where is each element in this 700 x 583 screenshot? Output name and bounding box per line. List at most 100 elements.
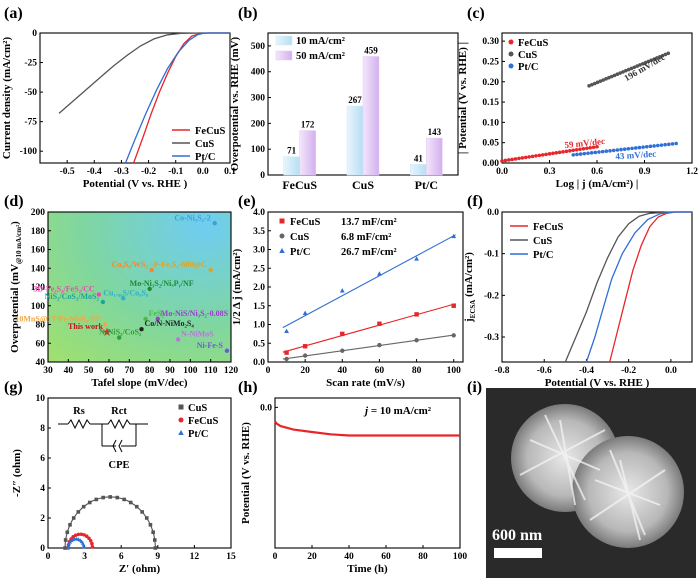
panel-d-ytick-label: 40 xyxy=(36,358,46,368)
panel-c-point xyxy=(575,152,579,157)
panel-f-curve xyxy=(585,211,692,363)
panel-d-xtick-label: 70 xyxy=(125,366,135,376)
panel-c-slope-label: 59 mV/dec xyxy=(564,136,606,150)
panel-d-ytick-label: 100 xyxy=(31,302,46,312)
panel-g-point xyxy=(144,516,149,520)
panel-c-point xyxy=(635,64,639,68)
panel-h-annotation: j = 10 mA/cm² xyxy=(363,405,432,417)
panel-g-legend-marker xyxy=(178,417,184,423)
panel-c-point xyxy=(641,61,645,66)
panel-c-ytick-label: 0.10 xyxy=(482,118,499,128)
panel-d-point-label: This work xyxy=(68,322,103,331)
panel-e-point xyxy=(340,348,345,353)
panel-a-curve-cus xyxy=(58,32,230,114)
panel-d-point-label: 3D-Fe₃S₄/FeS₂/CC xyxy=(33,285,95,294)
panel-e-point xyxy=(377,321,382,326)
panel-g-point xyxy=(90,545,95,549)
panel-c-point xyxy=(670,142,675,146)
panel-e-legend-marker xyxy=(279,248,285,253)
panel-g-point xyxy=(134,504,139,509)
panel-e-ytick-label: 2.5 xyxy=(253,264,265,274)
panel-e-fit-line xyxy=(282,303,456,353)
panel-g-point xyxy=(81,545,86,549)
panel-c-point xyxy=(537,153,542,158)
panel-h-xlabel: Time (h) xyxy=(347,563,388,575)
panel-d-ytick-label: 180 xyxy=(31,227,46,237)
panel-c-point xyxy=(510,157,514,162)
panel-c-legend-label: CuS xyxy=(518,50,537,61)
panel-a-legend-label: FeCuS xyxy=(195,126,225,137)
panel-c-point xyxy=(551,151,555,156)
panel-c-point xyxy=(587,84,591,88)
panel-f-xtick-label: -0.6 xyxy=(537,366,552,376)
panel-d-point-label: Mo-Ni₃S₂/NiₓPᵧ/NF xyxy=(130,279,194,288)
circuit-label-rs: Rs xyxy=(73,406,85,417)
panel-h-xtick-label: 0 xyxy=(273,552,278,562)
panel-b-ytick-label: 400 xyxy=(251,68,266,78)
panel-c-point xyxy=(615,72,620,77)
panel-a-curve-ptc xyxy=(124,32,230,164)
panel-f-curve xyxy=(609,211,692,363)
panel-label-c: (c) xyxy=(467,5,485,22)
panel-d-xtick-label: 80 xyxy=(145,366,155,376)
panel-d-point xyxy=(139,326,144,332)
panel-c-point xyxy=(626,146,631,151)
panel-d-point-label: Cu₁.₉₆S/Co₉S₈ xyxy=(103,288,149,297)
panel-f-curve xyxy=(564,211,692,363)
panel-g-xtick-label: 6 xyxy=(119,552,124,562)
panel-d-point-label: Mo-NiS/Ni₃S₂-0.08S xyxy=(161,309,229,318)
panel-g-point xyxy=(153,538,157,542)
panel-c-point xyxy=(666,51,671,56)
panel-c-point xyxy=(527,155,531,159)
panel-d-point xyxy=(149,267,154,273)
panel-c-ytick-label: 0.05 xyxy=(482,139,499,149)
panel-b-bar xyxy=(283,156,300,176)
panel-g-point xyxy=(87,500,92,505)
panel-b-ytick-label: 200 xyxy=(251,119,266,129)
panel-e-ylabel: 1/2 Δ j (mA/cm²) xyxy=(231,248,243,325)
panel-g-point xyxy=(71,516,76,520)
panel-c-point xyxy=(611,148,616,153)
panel-c-point xyxy=(588,145,593,150)
panel-e-legend-name: Pt/C xyxy=(290,247,310,258)
panel-g-point xyxy=(66,543,71,548)
panel-c-point xyxy=(581,146,586,151)
panel-b-bar-label: 172 xyxy=(301,120,315,130)
panel-c-point xyxy=(506,158,511,162)
panel-c-point xyxy=(578,152,583,156)
panel-d-point xyxy=(224,348,230,353)
panel-c-point xyxy=(629,66,634,71)
panel-c-point xyxy=(590,82,594,87)
panel-e-ytick-label: 2.0 xyxy=(253,283,265,293)
panel-g-legend-marker xyxy=(178,404,184,410)
panel-c-point xyxy=(609,74,614,79)
panel-g-point xyxy=(122,497,126,502)
panel-c-point xyxy=(574,147,579,152)
panel-f-frame xyxy=(501,211,693,363)
panel-c-point xyxy=(513,157,518,161)
panel-g-point xyxy=(153,546,158,550)
panel-c-point xyxy=(554,151,559,155)
panel-d-point-label: N-NiS₂/CoS₂ xyxy=(99,328,142,337)
panel-c-point xyxy=(674,141,678,146)
panel-d-comparison-chart: 30 40 50 60 70 80 90 100 110 12040608010012014016… xyxy=(9,208,238,389)
panel-a-lsv-chart: -0.5 -0.4 -0.3 -0.2 -0.1 0.0 0.1 -100 -75 -50 -25 0… xyxy=(1,29,236,190)
panel-e-xlabel: Scan rate (mV/s) xyxy=(326,377,405,389)
panel-g-ytick-label: 10 xyxy=(36,394,46,404)
circuit-resistor-rs xyxy=(67,418,91,430)
panel-c-point xyxy=(503,158,508,163)
panel-g-point xyxy=(88,538,93,543)
panel-g-point xyxy=(101,495,105,500)
panel-b-bar xyxy=(410,164,427,176)
panel-a-ytick-label: -25 xyxy=(24,59,37,69)
panel-c-point xyxy=(520,156,525,160)
panel-e-point xyxy=(302,344,308,349)
panel-e-xtick-label: 0 xyxy=(266,366,271,376)
circuit-label-rct: Rct xyxy=(111,406,127,417)
panel-e-legend-marker xyxy=(279,233,285,239)
panel-d-gradient-bg xyxy=(48,212,231,362)
panel-g-point xyxy=(63,546,67,550)
panel-g-legend-label: CuS xyxy=(188,403,207,414)
panel-c-xtick-label: 0.0 xyxy=(496,167,508,177)
panel-a-ytick-label: 0 xyxy=(32,29,37,39)
